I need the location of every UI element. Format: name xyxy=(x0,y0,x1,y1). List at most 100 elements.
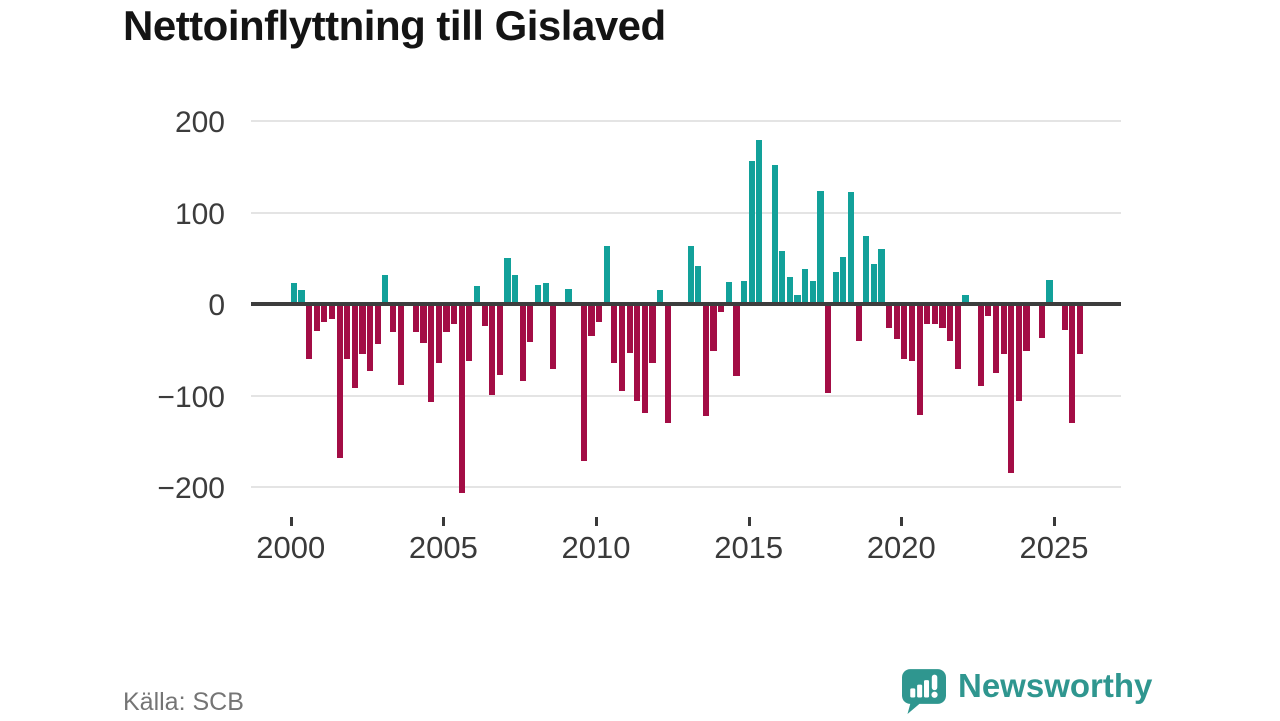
y-tick-label-0: 0 xyxy=(208,289,225,322)
bar-2018-Q3 xyxy=(855,304,862,341)
source-caption: Källa: SCB xyxy=(123,688,244,716)
bar-2006-Q1 xyxy=(473,285,481,306)
bar-2013-Q3 xyxy=(702,304,710,416)
bar-2019-Q1 xyxy=(870,263,877,306)
bar-2001-Q2 xyxy=(328,304,336,319)
bar-2001-Q1 xyxy=(321,304,328,323)
bar-2023-Q3 xyxy=(1008,304,1015,474)
bar-2021-Q3 xyxy=(947,304,954,341)
bar-2025-Q3 xyxy=(1069,304,1076,423)
bar-2015-Q4 xyxy=(771,165,778,306)
bar-2011-Q1 xyxy=(626,304,633,353)
bar-2019-Q2 xyxy=(878,249,885,306)
bar-2004-Q2 xyxy=(420,304,427,344)
bar-2012-Q2 xyxy=(664,304,671,423)
bar-2004-Q4 xyxy=(435,304,442,363)
bar-2018-Q2 xyxy=(847,191,855,306)
y-axis-labels: 200 100 0 −100 −200 xyxy=(110,106,225,505)
bar-2003-Q3 xyxy=(397,304,404,385)
bar-2017-Q1 xyxy=(809,281,816,306)
bar-2019-Q4 xyxy=(893,304,900,339)
bar-2024-Q1 xyxy=(1023,304,1030,351)
bar-2014-Q2 xyxy=(725,282,732,306)
bar-2016-Q2 xyxy=(786,276,793,306)
bar-2008-Q1 xyxy=(534,285,542,306)
bar-2003-Q1 xyxy=(382,274,389,306)
gridline--200 xyxy=(251,486,1121,488)
bar-2002-Q2 xyxy=(359,304,366,355)
bar-2004-Q1 xyxy=(412,304,419,332)
bar-2008-Q2 xyxy=(542,283,549,306)
bar-2011-Q4 xyxy=(649,304,656,363)
bar-2023-Q2 xyxy=(1000,304,1007,355)
bar-2021-Q1 xyxy=(931,304,939,325)
bar-2006-Q3 xyxy=(489,304,496,395)
gridline-200 xyxy=(251,120,1121,122)
bar-2007-Q2 xyxy=(512,274,519,306)
zero-axis-line xyxy=(251,302,1121,306)
bar-2024-Q4 xyxy=(1046,279,1053,306)
bar-2010-Q4 xyxy=(618,304,626,391)
bar-2017-Q2 xyxy=(817,190,824,306)
bar-2003-Q2 xyxy=(389,304,397,333)
bar-2020-Q2 xyxy=(908,304,916,361)
bar-2009-Q4 xyxy=(588,304,595,336)
bar-2014-Q1 xyxy=(718,304,725,313)
bar-2002-Q4 xyxy=(374,304,381,345)
newsworthy-wordmark: Newsworthy xyxy=(958,667,1153,704)
bar-2013-Q1 xyxy=(687,245,694,306)
bar-2008-Q3 xyxy=(550,304,557,369)
bar-2001-Q3 xyxy=(336,304,343,458)
bar-2007-Q1 xyxy=(504,257,511,306)
y-tick-label--200: −200 xyxy=(157,472,225,505)
x-tick-label-2010: 2010 xyxy=(561,530,631,565)
bar-2007-Q4 xyxy=(527,304,534,343)
bar-2022-Q4 xyxy=(985,304,992,316)
chart-title: Nettoinflyttning till Gislaved xyxy=(123,2,666,49)
x-tick-2020 xyxy=(900,517,904,526)
x-tick-2025 xyxy=(1053,517,1056,526)
y-tick-label-200: 200 xyxy=(174,106,225,139)
bar-2011-Q3 xyxy=(641,304,648,413)
bar-2013-Q4 xyxy=(710,304,717,351)
bar-2005-Q1 xyxy=(443,304,450,332)
bar-2020-Q4 xyxy=(924,304,931,325)
bar-2016-Q4 xyxy=(802,268,809,306)
bar-2019-Q3 xyxy=(886,304,893,328)
x-tick-2000 xyxy=(289,517,293,526)
bar-2010-Q3 xyxy=(611,304,618,363)
bar-2022-Q1 xyxy=(962,295,969,306)
bar-2013-Q2 xyxy=(695,265,702,306)
gridline-100 xyxy=(251,211,1121,214)
bar-2014-Q4 xyxy=(741,281,748,306)
bar-2002-Q3 xyxy=(367,304,374,371)
bar-2007-Q3 xyxy=(519,304,526,381)
bar-2020-Q3 xyxy=(916,304,923,415)
x-tick-2010 xyxy=(595,517,598,526)
bar-2009-Q1 xyxy=(565,288,572,306)
bar-2000-Q3 xyxy=(305,304,313,359)
bar-2005-Q3 xyxy=(458,304,465,493)
bar-2000-Q1 xyxy=(290,283,297,306)
x-tick-label-2015: 2015 xyxy=(714,530,784,565)
x-tick-2005 xyxy=(442,517,446,526)
bar-2010-Q2 xyxy=(603,245,610,306)
bar-2023-Q1 xyxy=(992,304,1000,373)
bar-2010-Q1 xyxy=(596,304,603,323)
bar-2002-Q1 xyxy=(351,304,358,389)
bar-2018-Q4 xyxy=(863,235,870,306)
bar-2014-Q3 xyxy=(733,304,740,377)
bar-2005-Q2 xyxy=(450,304,458,325)
bar-2006-Q2 xyxy=(481,304,488,326)
bar-2023-Q4 xyxy=(1015,304,1022,401)
x-tick-label-2025: 2025 xyxy=(1019,530,1089,565)
gridline--100 xyxy=(251,394,1121,397)
bar-2015-Q1 xyxy=(748,160,755,306)
bar-2006-Q4 xyxy=(496,304,503,375)
bar-2005-Q4 xyxy=(466,304,473,361)
bar-2001-Q4 xyxy=(344,304,351,359)
newsworthy-speech-bubble-bar-chart-icon xyxy=(902,668,946,721)
bar-2017-Q3 xyxy=(824,304,832,393)
bar-2021-Q4 xyxy=(954,304,961,369)
bar-2016-Q1 xyxy=(779,251,786,306)
